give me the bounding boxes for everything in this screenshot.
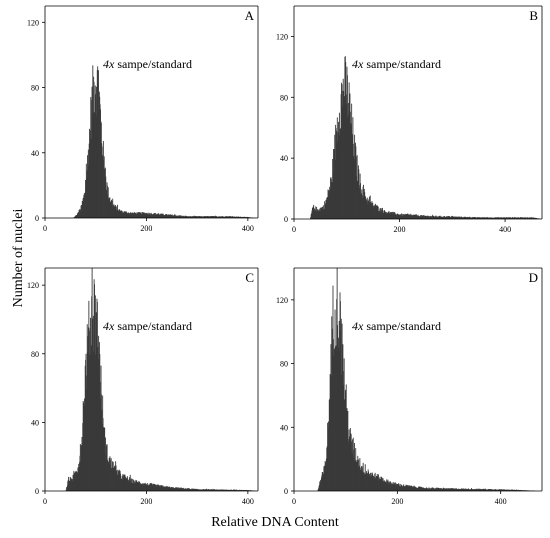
x-tick-label: 0 <box>292 497 296 506</box>
peak-annotation: 4x sampe/standard <box>103 57 192 71</box>
y-tick-label: 120 <box>276 32 288 41</box>
x-tick-label: 200 <box>394 225 406 234</box>
panel-letter: D <box>529 270 538 285</box>
x-tick-label: 200 <box>140 497 152 506</box>
panel-letter: B <box>529 8 538 23</box>
y-tick-label: 80 <box>280 93 288 102</box>
histogram-panel-a: 0 40 80 120 0 200 400 A 4x sampe/standard <box>27 5 259 233</box>
x-tick-label: 400 <box>242 497 254 506</box>
annotation-text: sampe/standard <box>114 319 192 333</box>
peak-annotation: 4x sampe/standard <box>352 319 441 333</box>
y-tick-label: 0 <box>284 487 288 496</box>
x-tick-label: 0 <box>43 497 47 506</box>
panel-letter: C <box>245 270 254 285</box>
x-tick-label: 400 <box>499 225 511 234</box>
annotation-coefficient: 4x <box>352 57 364 71</box>
y-tick-label: 0 <box>35 487 39 496</box>
panel-letter: A <box>245 8 255 23</box>
histogram-panel-c: 0 40 80 120 0 200 400 C 4x sampe/standard <box>27 267 259 506</box>
annotation-text: sampe/standard <box>114 57 192 71</box>
y-tick-label: 40 <box>31 149 39 158</box>
histogram-bars <box>310 56 541 220</box>
histogram-bars <box>65 268 256 491</box>
shared-x-axis-label: Relative DNA Content <box>211 515 339 530</box>
annotation-text: sampe/standard <box>363 319 441 333</box>
y-tick-label: 120 <box>276 296 288 305</box>
annotation-coefficient: 4x <box>352 319 364 333</box>
y-tick-label: 40 <box>31 418 39 427</box>
y-tick-label: 80 <box>31 84 39 93</box>
x-tick-label: 0 <box>292 225 296 234</box>
y-tick-label: 40 <box>280 154 288 163</box>
x-tick-label: 200 <box>140 224 152 233</box>
x-tick-label: 400 <box>495 497 507 506</box>
x-tick-label: 0 <box>43 224 47 233</box>
annotation-text: sampe/standard <box>363 57 441 71</box>
histogram-bars <box>317 268 536 491</box>
y-tick-label: 0 <box>284 215 288 224</box>
histogram-bars <box>73 65 256 219</box>
annotation-coefficient: 4x <box>103 57 115 71</box>
y-tick-label: 120 <box>27 281 39 290</box>
y-tick-label: 80 <box>31 350 39 359</box>
histogram-panel-d: 0 40 80 120 0 200 400 D 4x sampe/standard <box>276 267 543 506</box>
y-tick-label: 120 <box>27 18 39 27</box>
x-tick-label: 200 <box>391 497 403 506</box>
peak-annotation: 4x sampe/standard <box>352 57 441 71</box>
y-tick-label: 40 <box>280 423 288 432</box>
y-tick-label: 0 <box>35 214 39 223</box>
histogram-panel-b: 0 40 80 120 0 200 400 B 4x sampe/standard <box>276 5 543 234</box>
peak-annotation: 4x sampe/standard <box>103 319 192 333</box>
annotation-coefficient: 4x <box>103 319 115 333</box>
y-tick-label: 80 <box>280 360 288 369</box>
x-tick-label: 400 <box>242 224 254 233</box>
